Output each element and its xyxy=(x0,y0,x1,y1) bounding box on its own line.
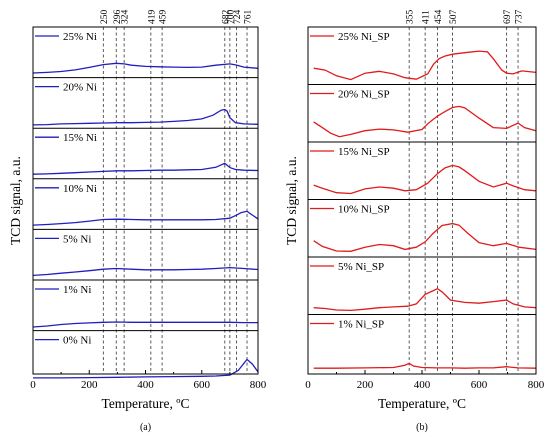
series-line xyxy=(313,362,537,369)
series-line xyxy=(313,164,537,195)
x-tick-label: 0 xyxy=(305,379,311,391)
series-line xyxy=(313,287,537,312)
reference-temperature-label: 411 xyxy=(422,10,432,24)
series-label: 25% Ni xyxy=(63,31,97,43)
series-label: 20% Ni xyxy=(63,82,97,94)
reference-temperature-label: 296 xyxy=(113,10,123,25)
x-tick-label: 800 xyxy=(528,379,545,391)
x-tick-label: 400 xyxy=(137,379,154,391)
reference-temperature-label: 250 xyxy=(100,10,110,25)
series-line xyxy=(33,358,259,379)
series-line xyxy=(32,266,259,277)
series-label: 15% Ni xyxy=(63,132,97,144)
reference-temperature-label: 697 xyxy=(503,10,513,25)
series-line xyxy=(313,50,537,81)
reference-temperature-label: 454 xyxy=(434,10,444,25)
series-label: 25% Ni_SP xyxy=(338,31,390,43)
reference-temperature-label: 324 xyxy=(121,10,131,25)
chart-panel-b: 355 411 454 507 697 737 25% Ni_SP 20% Ni_SP 15% … xyxy=(284,10,545,434)
x-tick-label: 800 xyxy=(250,379,267,391)
panel-label: (a) xyxy=(140,422,151,433)
reference-temperature-label: 507 xyxy=(449,10,459,25)
series-label: 1% Ni_SP xyxy=(338,319,384,331)
x-axis-title: Temperature, ºC xyxy=(378,396,466,411)
series-label: 5% Ni xyxy=(63,233,91,245)
y-axis-title: TCD signal, a.u. xyxy=(8,156,23,245)
series-line xyxy=(32,210,259,226)
reference-temperature-label: 724 xyxy=(233,10,243,25)
reference-temperature-label: 737 xyxy=(515,10,525,25)
panel-label: (b) xyxy=(416,422,428,433)
series-label: 10% Ni xyxy=(63,183,97,195)
reference-temperature-label: 682 xyxy=(221,10,231,25)
series-label: 0% Ni xyxy=(63,335,91,347)
x-axis-title: Temperature, ºC xyxy=(102,396,190,411)
reference-temperature-label: 419 xyxy=(147,10,157,25)
series-label: 1% Ni xyxy=(63,284,91,296)
y-axis-title: TCD signal, a.u. xyxy=(284,156,299,245)
series-line xyxy=(32,321,258,328)
x-tick-label: 0 xyxy=(30,379,36,391)
reference-temperature-label: 459 xyxy=(159,10,169,25)
series-label: 5% Ni_SP xyxy=(338,261,384,273)
series-line xyxy=(313,105,537,138)
reference-temperature-label: 761 xyxy=(244,10,254,25)
x-tick-label: 400 xyxy=(414,379,431,391)
series-line xyxy=(32,162,259,175)
x-tick-label: 200 xyxy=(357,379,374,391)
series-line xyxy=(32,62,259,74)
x-tick-label: 600 xyxy=(471,379,488,391)
reference-temperature-label: 700 xyxy=(226,10,236,25)
series-label: 10% Ni_SP xyxy=(338,204,390,216)
reference-temperature-label: 355 xyxy=(406,10,416,25)
x-tick-label: 600 xyxy=(194,379,211,391)
series-line xyxy=(32,108,259,126)
series-line xyxy=(313,222,537,252)
series-label: 20% Ni_SP xyxy=(338,89,390,101)
series-label: 15% Ni_SP xyxy=(338,146,390,158)
x-tick-label: 200 xyxy=(81,379,98,391)
